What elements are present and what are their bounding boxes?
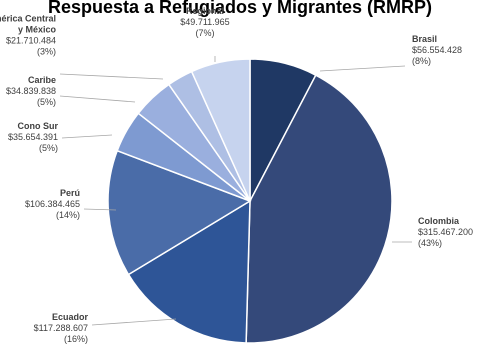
slice-value-label: $34.839.838 (6, 86, 56, 96)
slice-label-regional: Regional$49.711.965(7%) (180, 6, 229, 38)
slice-name-label: América Central (0, 14, 56, 24)
pie-slice-peru (107, 149, 252, 276)
slice-name-label: Brasil (412, 34, 437, 44)
pie-slice-regional (190, 58, 251, 202)
slice-value-label: $117.288.607 (34, 323, 88, 333)
slice-label-cono-sur: Cono Sur$35.654.391(5%) (8, 121, 59, 153)
slice-label-caribe: Caribe$34.839.838(5%) (6, 75, 56, 107)
leader-line-cono-sur (61, 134, 113, 139)
slice-percent-label: (43%) (418, 238, 442, 248)
pie-slices (107, 58, 393, 344)
slice-name-label: Colombia (418, 216, 460, 226)
chart-title: Respuesta a Refugiados y Migrantes (RMRP… (48, 0, 432, 17)
slice-percent-label: (16%) (64, 334, 88, 344)
slice-value-label: $315.467.200 (418, 227, 473, 237)
pie-slice-ecuador (127, 199, 251, 344)
leader-line-ecuador (91, 318, 177, 326)
slice-percent-label: (14%) (56, 210, 80, 220)
slice-label-brasil: Brasil$56.554.428(8%) (412, 34, 462, 66)
pie-slice-colombia (245, 74, 393, 344)
slice-value-label: $106.384.465 (25, 199, 80, 209)
slice-name-label: y México (18, 25, 57, 35)
slice-percent-label: (8%) (412, 56, 431, 66)
leader-lines (59, 56, 412, 326)
slice-percent-label: (5%) (37, 97, 56, 107)
slice-labels: Brasil$56.554.428(8%) Colombia$315.467.20… (0, 6, 473, 344)
leader-line-peru (83, 208, 117, 211)
slice-label-colombia: Colombia$315.467.200(43%) (418, 216, 473, 248)
slice-value-label: $35.654.391 (8, 132, 58, 142)
slice-percent-label: (7%) (195, 28, 214, 38)
leader-line-caribe (59, 95, 136, 103)
slice-name-label: Regional (186, 6, 224, 16)
slice-percent-label: (5%) (39, 143, 58, 153)
leader-line-brasil (319, 65, 406, 72)
slice-value-label: $56.554.428 (412, 45, 462, 55)
slice-percent-label: (3%) (37, 47, 56, 57)
slice-name-label: Perú (60, 188, 80, 198)
slice-value-label: $21.710.484 (6, 36, 56, 46)
leader-line-america-central-y-mexico (59, 73, 164, 80)
slice-name-label: Cono Sur (18, 121, 59, 131)
slice-label-peru: Perú$106.384.465(14%) (25, 188, 80, 220)
slice-label-ecuador: Ecuador$117.288.607(16%) (34, 312, 89, 344)
slice-name-label: Ecuador (52, 312, 89, 322)
slice-value-label: $49.711.965 (180, 17, 229, 27)
slice-name-label: Caribe (28, 75, 56, 85)
